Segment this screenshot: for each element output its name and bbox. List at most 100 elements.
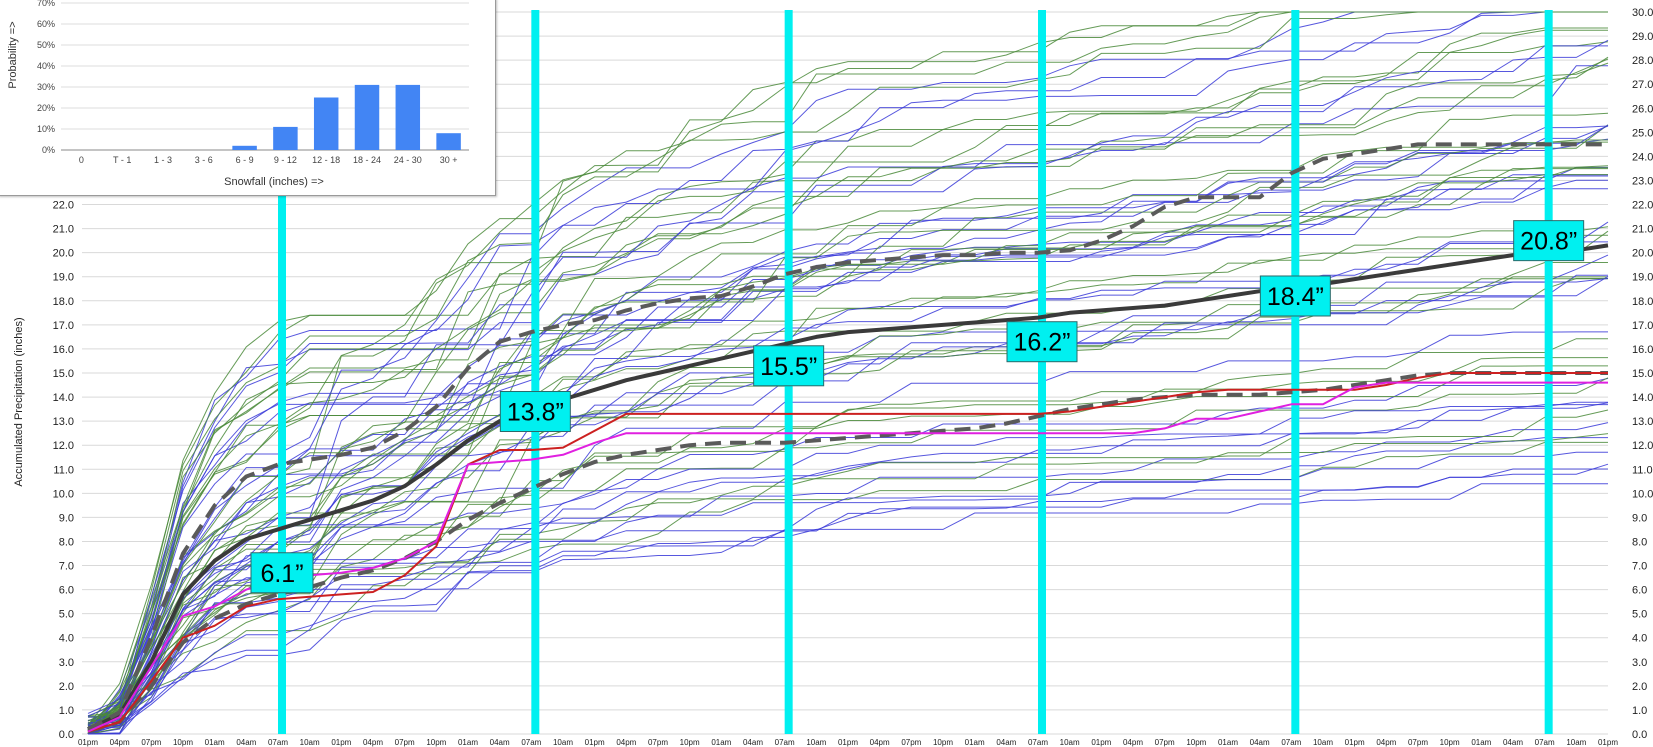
x-tick: 01am — [1471, 738, 1491, 747]
ensemble-member-line — [87, 377, 1609, 735]
y-tick-right: 25.0 — [1632, 127, 1653, 139]
x-tick: 01am — [458, 738, 478, 747]
y-tick-right: 9.0 — [1632, 512, 1647, 524]
x-tick: 07pm — [648, 738, 668, 747]
ensemble-member-line — [87, 138, 1609, 735]
ensemble-member-line — [87, 62, 1609, 735]
inset-bar — [313, 97, 339, 150]
ensemble-member-line — [87, 11, 1608, 731]
ensemble-member-line — [87, 278, 1609, 725]
ensemble-member-line — [87, 56, 1609, 734]
y-tick-right: 1.0 — [1632, 705, 1647, 717]
day-callout-box — [1006, 321, 1078, 363]
x-tick: 07pm — [1155, 738, 1175, 747]
x-tick: 07am — [268, 738, 288, 747]
x-tick: 04am — [743, 738, 763, 747]
inset-bar — [354, 84, 380, 150]
y-tick-left: 0.0 — [59, 729, 74, 741]
y-tick-right: 7.0 — [1632, 561, 1647, 573]
x-tick: 10pm — [680, 738, 700, 747]
inset-y-tick: 40% — [37, 61, 55, 71]
inset-x-tick: 6 - 9 — [236, 155, 254, 165]
inset-x-tick: 0 — [79, 155, 84, 165]
series-upper-dashed-line — [87, 142, 1608, 731]
x-tick: 10pm — [933, 738, 953, 747]
snowfall-probability-panel: 0% 10% 20% 30% 40% 50% 60% 70% 0 T - 1 1 - 3 3 - 6… — [0, 0, 496, 196]
x-tick: 04pm — [1376, 738, 1396, 747]
x-tick: 10am — [1566, 738, 1586, 747]
ensemble-member-line — [87, 331, 1608, 722]
inset-x-tick: 18 - 24 — [353, 155, 381, 165]
y-tick-right: 3.0 — [1632, 657, 1647, 669]
y-tick-right: 12.0 — [1632, 440, 1653, 452]
day-callout-box — [1259, 275, 1331, 317]
day-callout-label: 13.8” — [507, 399, 564, 427]
x-tick: 07am — [521, 738, 541, 747]
ensemble-member-line — [87, 125, 1609, 735]
day-callout-label: 20.8” — [1520, 228, 1577, 256]
ensemble-member-line — [87, 274, 1608, 730]
ensemble-member-line — [87, 11, 1608, 724]
y-tick-left: 6.0 — [59, 585, 74, 597]
x-tick: 01pm — [1091, 738, 1111, 747]
x-tick: 01am — [965, 738, 985, 747]
inset-y-axis-title: Probability => — [7, 21, 19, 88]
ensemble-member-line — [88, 278, 1608, 734]
inset-x-tick: 1 - 3 — [154, 155, 172, 165]
day-callout-label: 16.2” — [1014, 329, 1071, 357]
series-mean-line — [87, 243, 1609, 732]
ensemble-member-line — [87, 221, 1609, 735]
x-tick: 07am — [1028, 738, 1048, 747]
ensemble-member-line — [87, 437, 1608, 722]
x-tick: 01am — [1218, 738, 1238, 747]
x-tick: 10am — [553, 738, 573, 747]
inset-x-tick: 24 - 30 — [394, 155, 422, 165]
ensemble-member-line — [87, 402, 1609, 735]
x-tick: 01pm — [585, 738, 605, 747]
inset-bar — [436, 133, 461, 150]
ensemble-member-line — [87, 226, 1609, 735]
x-tick: 10pm — [173, 738, 193, 747]
day-marker-bar — [278, 10, 286, 734]
ensemble-member-line — [87, 254, 1609, 735]
inset-y-tick: 10% — [37, 124, 55, 134]
ensemble-member-line — [87, 275, 1609, 734]
inset-x-axis-title: Snowfall (inches) => — [224, 176, 324, 188]
day-callout-label: 15.5” — [760, 353, 817, 381]
inset-x-tick: 12 - 18 — [312, 155, 340, 165]
ensemble-member-line — [87, 175, 1608, 717]
y-tick-right: 2.0 — [1632, 681, 1647, 693]
ensemble-member-line — [88, 451, 1608, 723]
y-tick-right: 8.0 — [1632, 536, 1647, 548]
inset-bar — [273, 126, 298, 150]
y-tick-right: 15.0 — [1632, 368, 1653, 380]
y-tick-right: 23.0 — [1632, 175, 1653, 187]
ensemble-member-line — [87, 125, 1609, 726]
x-tick: 10am — [1060, 738, 1080, 747]
y-tick-right: 29.0 — [1632, 31, 1653, 43]
inset-y-tick: 70% — [37, 0, 55, 8]
x-tick: 07pm — [395, 738, 415, 747]
x-tick: 01pm — [331, 738, 351, 747]
y-tick-right: 5.0 — [1632, 609, 1647, 621]
ensemble-member-line — [87, 262, 1608, 729]
y-tick-left: 16.0 — [53, 344, 74, 356]
x-tick: 04pm — [1123, 738, 1143, 747]
ensemble-member-line — [87, 65, 1608, 724]
y-tick-right: 20.0 — [1632, 248, 1653, 260]
inset-y-ticks: 0% 10% 20% 30% 40% 50% 60% 70% — [37, 0, 55, 155]
inset-y-tick: 30% — [37, 82, 55, 92]
x-tick: 04am — [1250, 738, 1270, 747]
day-marker-bar — [531, 10, 540, 734]
y-tick-right: 0.0 — [1632, 729, 1647, 741]
day-callout-box — [499, 391, 571, 433]
ensemble-member-line — [87, 377, 1609, 726]
y-tick-left: 21.0 — [53, 224, 74, 236]
inset-y-tick: 0% — [42, 145, 55, 155]
day-callout-box — [250, 552, 314, 594]
ensemble-member-line — [87, 29, 1608, 722]
y-tick-left: 5.0 — [59, 609, 74, 621]
x-tick: 01am — [711, 738, 731, 747]
snowfall-probability-chart: 0% 10% 20% 30% 40% 50% 60% 70% 0 T - 1 1 - 3 3 - 6… — [7, 0, 469, 188]
